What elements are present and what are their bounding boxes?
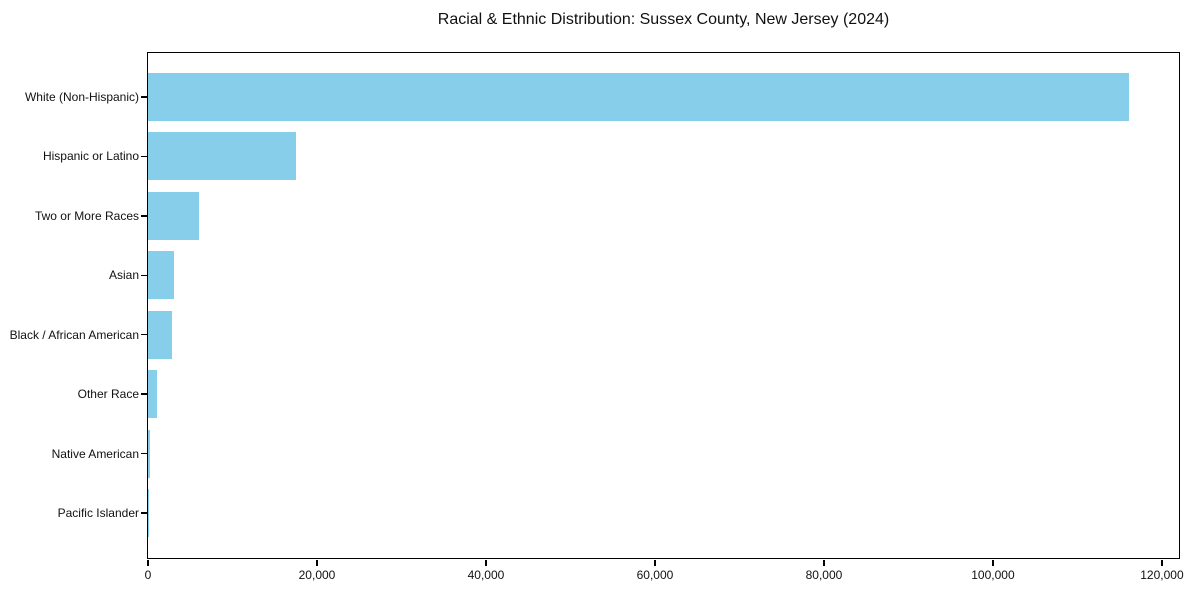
x-tick-label: 20,000 bbox=[298, 568, 336, 582]
y-tick-mark bbox=[140, 452, 147, 455]
y-tick-mark bbox=[140, 512, 147, 514]
y-tick-label: Two or More Races bbox=[34, 208, 139, 223]
bar bbox=[148, 310, 172, 359]
y-tick-mark bbox=[140, 274, 147, 277]
y-tick-mark bbox=[140, 155, 147, 158]
bar bbox=[148, 429, 150, 478]
y-tick-mark bbox=[140, 215, 147, 217]
y-tick-mark bbox=[140, 96, 147, 98]
y-tick-label: Asian bbox=[108, 268, 139, 283]
bar bbox=[148, 251, 175, 300]
bar bbox=[148, 191, 199, 240]
y-tick-label: Hispanic or Latino bbox=[42, 149, 139, 164]
bar bbox=[148, 73, 1129, 121]
x-tick-mark bbox=[654, 559, 656, 566]
y-tick-mark bbox=[140, 333, 147, 336]
y-tick-label: Pacific Islander bbox=[57, 506, 139, 520]
x-tick-label: 80,000 bbox=[805, 568, 843, 582]
x-tick-label: 60,000 bbox=[636, 568, 674, 582]
bar bbox=[148, 370, 158, 419]
x-tick-mark bbox=[485, 559, 487, 566]
x-tick-label: 40,000 bbox=[467, 568, 505, 582]
plot-area: White (Non-Hispanic) Hispanic or Latino Tw… bbox=[10, 52, 1184, 582]
x-tick-label: 100,000 bbox=[971, 568, 1015, 582]
y-tick-label: Black / African American bbox=[9, 327, 139, 342]
x-tick-mark bbox=[1161, 559, 1163, 566]
x-tick-mark bbox=[992, 559, 994, 566]
x-tick-label: 0 bbox=[144, 568, 152, 582]
bar bbox=[148, 132, 296, 181]
x-tick-mark bbox=[147, 559, 149, 566]
x-tick-mark bbox=[823, 559, 825, 566]
y-tick-label: White (Non-Hispanic) bbox=[24, 90, 139, 104]
chart-title: Racial & Ethnic Distribution: Sussex Cou… bbox=[437, 11, 890, 28]
y-tick-label: Native American bbox=[51, 446, 139, 461]
x-tick-label: 120,000 bbox=[1140, 568, 1184, 582]
x-tick-mark bbox=[316, 559, 318, 566]
y-tick-mark bbox=[140, 393, 147, 395]
y-tick-label: Other Race bbox=[77, 387, 139, 402]
